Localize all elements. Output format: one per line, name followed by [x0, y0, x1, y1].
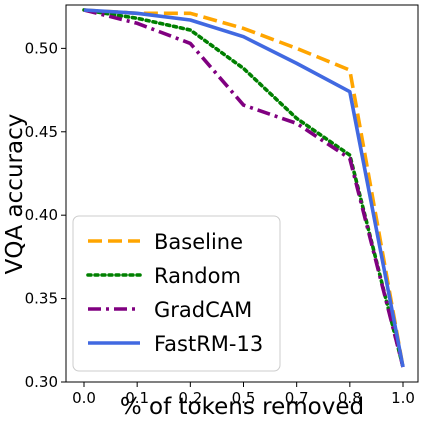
y-tick-label: 0.40 — [25, 206, 58, 224]
y-tick-label: 0.30 — [25, 373, 58, 391]
axes: 0.0 0.1 0.2 0.5 0.7 0.8 1.0 0.30 0.35 0.40 0.45 0.5… — [25, 39, 415, 407]
legend-label-fastrm-13: FastRM-13 — [154, 332, 263, 356]
x-tick-label: 0.7 — [285, 389, 309, 407]
x-axis-label: % of tokens removed — [120, 394, 364, 420]
legend-label-gradcam: GradCAM — [154, 298, 252, 322]
x-tick-label: 0.2 — [178, 389, 202, 407]
series-line-random — [82, 8, 405, 369]
x-tick-label: 0.8 — [338, 389, 362, 407]
legend-label-random: Random — [154, 264, 241, 288]
x-tick-label: 0.5 — [232, 389, 256, 407]
y-tick-label: 0.45 — [25, 123, 58, 141]
x-tick-label: 1.0 — [391, 389, 415, 407]
series-line-fastrm-13 — [83, 8, 405, 368]
x-tick-label: 0.0 — [72, 389, 96, 407]
series-line-gradcam — [83, 8, 405, 368]
y-axis-label: VQA accuracy — [2, 114, 28, 275]
y-tick-label: 0.50 — [25, 39, 58, 57]
legend: Baseline Random GradCAM FastRM-13 — [72, 215, 281, 372]
x-tick-label: 0.1 — [125, 389, 149, 407]
legend-label-baseline: Baseline — [154, 230, 243, 254]
y-tick-label: 0.35 — [25, 290, 58, 308]
legend-box — [72, 215, 281, 372]
series-layer — [82, 8, 405, 369]
